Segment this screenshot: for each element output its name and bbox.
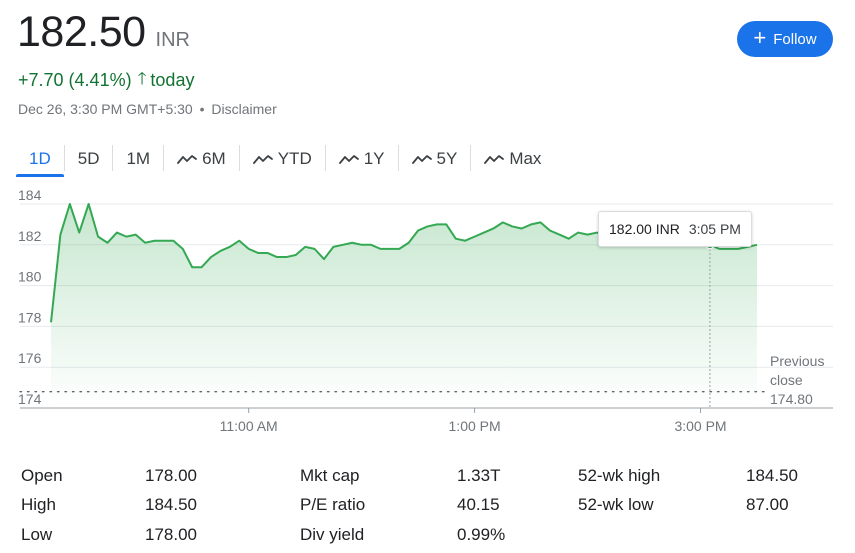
- stat-label-52wk-low: 52-wk low: [578, 495, 654, 514]
- stat-value-52wk-high: 184.50: [746, 466, 798, 485]
- price-chart[interactable]: 184 182 180 178 176 174 11:00 AM 1:00 PM 3:00 P…: [0, 180, 855, 450]
- y-tick-label: 184: [18, 187, 42, 203]
- change-period: today: [150, 70, 195, 90]
- x-tick-label: 3:00 PM: [674, 418, 726, 434]
- tab-divider: [470, 145, 472, 171]
- currency-code: INR: [155, 29, 190, 51]
- quote-meta: Dec 26, 3:30 PM GMT+5:30 • Disclaimer: [18, 101, 277, 117]
- chart-svg: 184 182 180 178 176 174 11:00 AM 1:00 PM 3:00 P…: [18, 187, 833, 434]
- quote-timestamp: Dec 26, 3:30 PM GMT+5:30: [18, 101, 193, 117]
- tab-1y[interactable]: 1Y: [326, 142, 398, 175]
- tab-divider: [163, 145, 165, 171]
- price-change: +7.70 (4.41%) 🡑 today: [18, 66, 194, 95]
- stat-value-low: 178.00: [145, 525, 197, 544]
- plus-icon: +: [753, 25, 767, 50]
- stat-label-low: Low: [21, 525, 53, 544]
- up-arrow-icon: 🡑: [137, 69, 147, 88]
- range-tabs: 1D 5D 1M 6M YTD 1Y 5Y Max: [16, 142, 554, 177]
- follow-button-label: Follow: [773, 30, 817, 48]
- tab-1d[interactable]: 1D: [16, 142, 64, 177]
- meta-separator: •: [199, 101, 205, 117]
- tab-divider: [238, 145, 240, 171]
- tooltip-price: 182.00 INR: [609, 221, 680, 237]
- trend-icon: [338, 154, 359, 164]
- y-tick-label: 176: [18, 350, 42, 366]
- stat-value-high: 184.50: [145, 495, 197, 514]
- current-price: 182.50: [17, 8, 146, 56]
- trend-icon: [411, 154, 432, 164]
- tab-label: 5D: [77, 148, 100, 168]
- follow-button[interactable]: + Follow: [737, 21, 833, 57]
- y-tick-label: 182: [18, 228, 42, 244]
- trend-icon: [177, 154, 197, 164]
- stat-label-div-yield: Div yield: [300, 525, 365, 544]
- tab-5y[interactable]: 5Y: [399, 142, 471, 175]
- y-tick-label: 180: [18, 269, 42, 285]
- previous-close-line1: Previous: [770, 353, 825, 369]
- tab-label: 5Y: [436, 148, 458, 168]
- chart-tooltip: 182.00 INR 3:05 PM: [598, 211, 752, 247]
- tab-divider: [397, 145, 399, 171]
- tab-max[interactable]: Max: [471, 142, 554, 175]
- price-header: 182.50 INR: [17, 8, 190, 57]
- stat-label-52wk-high: 52-wk high: [578, 466, 661, 485]
- tab-label: YTD: [277, 148, 312, 168]
- stat-value-mkt-cap: 1.33T: [457, 466, 501, 485]
- x-tick-label: 11:00 AM: [220, 418, 278, 434]
- tab-ytd[interactable]: YTD: [240, 142, 325, 175]
- tab-divider: [63, 145, 65, 171]
- change-value: +7.70 (4.41%): [18, 70, 132, 90]
- tab-5d[interactable]: 5D: [65, 142, 113, 175]
- tooltip-time: 3:05 PM: [688, 221, 741, 237]
- stat-value-div-yield: 0.99%: [457, 525, 506, 544]
- tab-1m[interactable]: 1M: [113, 142, 163, 175]
- x-tick-label: 1:00 PM: [449, 418, 501, 434]
- previous-close-label: Previous close 174.80: [770, 352, 824, 409]
- stat-value-52wk-low: 87.00: [746, 495, 789, 514]
- stat-label-high: High: [21, 495, 56, 514]
- tab-label: 1M: [126, 148, 151, 168]
- tab-label: 6M: [202, 148, 226, 168]
- disclaimer-link[interactable]: Disclaimer: [211, 101, 277, 117]
- key-stats: Open 178.00 High 184.50 Low 178.00 Mkt c…: [21, 462, 831, 552]
- stat-label-mkt-cap: Mkt cap: [300, 466, 360, 485]
- tab-label: Max: [509, 148, 542, 168]
- previous-close-line2: close: [770, 372, 803, 388]
- tab-divider: [112, 145, 114, 171]
- stat-label-open: Open: [21, 466, 63, 485]
- price-area-fill: [51, 204, 757, 408]
- tab-6m[interactable]: 6M: [164, 142, 239, 175]
- tab-label: 1Y: [363, 148, 385, 168]
- tab-divider: [324, 145, 326, 171]
- stat-value-open: 178.00: [145, 466, 197, 485]
- y-tick-label: 174: [18, 391, 42, 407]
- stat-label-pe-ratio: P/E ratio: [300, 495, 366, 514]
- y-tick-label: 178: [18, 309, 42, 325]
- tab-label: 1D: [29, 148, 51, 168]
- previous-close-value: 174.80: [770, 391, 813, 407]
- stat-value-pe-ratio: 40.15: [457, 495, 500, 514]
- trend-icon: [484, 154, 505, 164]
- trend-icon: [252, 154, 273, 164]
